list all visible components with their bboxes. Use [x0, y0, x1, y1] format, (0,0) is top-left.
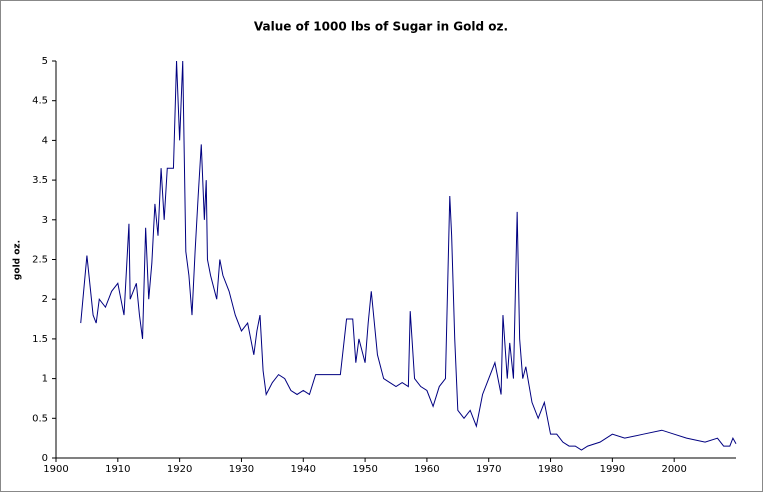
y-tick-label: 4 [42, 135, 48, 146]
y-tick-label: 1.5 [32, 334, 48, 345]
x-tick-label: 1920 [167, 464, 192, 475]
x-tick-label: 2000 [661, 464, 686, 475]
x-tick-label: 1910 [105, 464, 130, 475]
y-tick-label: 2.5 [32, 255, 48, 266]
y-tick-label: 2 [42, 294, 48, 305]
y-tick-label: 5 [42, 56, 48, 67]
data-line [80, 60, 737, 451]
x-tick-label: 1960 [414, 464, 439, 475]
x-tick-label: 1950 [352, 464, 377, 475]
x-tick-label: 1990 [600, 464, 625, 475]
chart-title: Value of 1000 lbs of Sugar in Gold oz. [254, 20, 508, 34]
y-tick-label: 3 [42, 215, 48, 226]
x-tick-label: 1980 [538, 464, 563, 475]
y-tick-label: 3.5 [32, 175, 48, 186]
y-tick-label: 0 [42, 453, 48, 464]
x-tick-label: 1900 [43, 464, 68, 475]
y-axis-label: gold oz. [13, 240, 23, 280]
x-tick-label: 1940 [291, 464, 316, 475]
y-tick-label: 1 [42, 374, 48, 385]
y-tick-label: 0.5 [32, 413, 48, 424]
y-tick-label: 4.5 [32, 96, 48, 107]
x-tick-label: 1930 [229, 464, 254, 475]
x-tick-label: 1970 [476, 464, 501, 475]
